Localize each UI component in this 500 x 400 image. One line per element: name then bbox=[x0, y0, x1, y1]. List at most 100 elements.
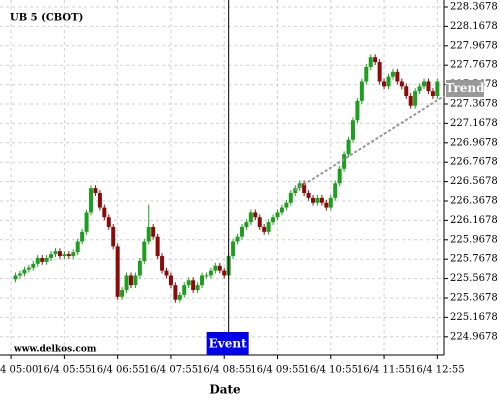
candle-body bbox=[390, 71, 395, 77]
candle-body bbox=[244, 222, 249, 227]
candle-body bbox=[426, 81, 431, 92]
candle-body bbox=[435, 81, 440, 97]
candle-body bbox=[115, 246, 120, 297]
candle-body bbox=[31, 263, 36, 268]
candle-body bbox=[49, 254, 54, 259]
candle-body bbox=[359, 81, 364, 101]
candle-body bbox=[333, 183, 338, 198]
candle-body bbox=[111, 226, 116, 247]
y-tick-label: 227.1678 bbox=[450, 118, 498, 129]
candle-body bbox=[160, 256, 165, 271]
candle-body bbox=[133, 275, 138, 286]
candle-body bbox=[137, 260, 142, 276]
candle-body bbox=[204, 275, 209, 277]
y-tick-label: 226.5678 bbox=[450, 176, 498, 187]
candle-body bbox=[302, 183, 307, 194]
y-tick-label: 226.3678 bbox=[450, 195, 498, 206]
candle-body bbox=[279, 207, 284, 213]
candle-body bbox=[128, 275, 133, 286]
candle-body bbox=[213, 265, 218, 271]
candle-body bbox=[17, 273, 22, 276]
candle-body bbox=[173, 285, 178, 300]
candle-body bbox=[386, 76, 391, 87]
candle-body bbox=[422, 81, 427, 87]
candle-body bbox=[346, 139, 351, 155]
candle-body bbox=[430, 91, 435, 97]
watermark: www.delkos.com bbox=[13, 345, 97, 355]
y-tick-label: 225.3678 bbox=[450, 292, 498, 303]
candle-body bbox=[275, 212, 280, 218]
event-label: Event bbox=[209, 337, 247, 351]
candle-body bbox=[306, 193, 311, 198]
candle-body bbox=[80, 231, 85, 242]
candle-body bbox=[62, 254, 67, 257]
candle-body bbox=[89, 188, 94, 213]
candle-body bbox=[177, 294, 182, 300]
y-tick-label: 225.7678 bbox=[450, 254, 498, 265]
candle-body bbox=[200, 275, 205, 286]
candle-body bbox=[235, 236, 240, 242]
candle-body bbox=[102, 207, 107, 218]
trend-label: Trend bbox=[445, 81, 485, 95]
candle-body bbox=[57, 251, 62, 257]
candle-body bbox=[75, 241, 80, 253]
candle-body bbox=[404, 86, 409, 97]
candle-body bbox=[22, 269, 27, 274]
candle-body bbox=[373, 57, 378, 63]
candle-body bbox=[93, 188, 98, 194]
event-badge bbox=[206, 332, 249, 355]
candle-body bbox=[262, 226, 267, 232]
y-tick-label: 224.9678 bbox=[450, 331, 498, 342]
y-tick-label: 227.3678 bbox=[450, 98, 498, 109]
trend-line bbox=[294, 95, 445, 191]
candle-body bbox=[399, 81, 404, 87]
candle-body bbox=[284, 202, 289, 208]
candle-body bbox=[239, 226, 244, 237]
candle-body bbox=[84, 212, 89, 232]
y-tick-label: 225.5678 bbox=[450, 273, 498, 284]
candle-body bbox=[319, 197, 324, 203]
candle-body bbox=[355, 100, 360, 121]
candle-body bbox=[368, 57, 373, 67]
candle-body bbox=[395, 71, 400, 82]
candle-body bbox=[146, 226, 151, 242]
x-tick-label: 16/4 12:55 bbox=[410, 365, 464, 376]
x-tick-label: 16/4 08:55 bbox=[197, 365, 251, 376]
y-tick-label: 225.9678 bbox=[450, 234, 498, 245]
candle-body bbox=[124, 275, 129, 291]
candle-body bbox=[288, 193, 293, 203]
candle-body bbox=[257, 217, 262, 227]
candle-body bbox=[35, 258, 40, 264]
candle-body bbox=[324, 202, 329, 208]
x-axis-label: Date bbox=[209, 383, 241, 397]
candle-body bbox=[248, 212, 253, 223]
candle-body bbox=[364, 66, 369, 82]
candle-body bbox=[350, 120, 355, 140]
y-tick-label: 225.1678 bbox=[450, 312, 498, 323]
candle-body bbox=[382, 81, 387, 87]
candle-body bbox=[337, 168, 342, 184]
x-tick-label: 16/4 10:55 bbox=[304, 365, 358, 376]
x-tick-label: 16/4 05:55 bbox=[37, 365, 91, 376]
candle-body bbox=[231, 241, 236, 257]
y-tick-label: 228.3678 bbox=[450, 2, 498, 13]
candle-body bbox=[217, 265, 222, 271]
candle-body bbox=[208, 270, 213, 276]
candle-body bbox=[191, 280, 196, 291]
candle-body bbox=[151, 226, 156, 237]
candle-body bbox=[253, 212, 258, 218]
x-tick-label: 16/4 06:55 bbox=[90, 365, 144, 376]
x-tick-label: 16/4 07:55 bbox=[144, 365, 198, 376]
candle-body bbox=[311, 197, 316, 203]
candle-body bbox=[66, 254, 71, 257]
candle-body bbox=[71, 252, 76, 257]
candle-body bbox=[408, 96, 413, 106]
candle-body bbox=[315, 197, 320, 203]
y-tick-label: 226.1678 bbox=[450, 215, 498, 226]
candle-body bbox=[13, 275, 18, 280]
candle-body bbox=[186, 280, 191, 286]
candle-body bbox=[417, 86, 422, 92]
y-tick-label: 226.9678 bbox=[450, 137, 498, 148]
x-tick-label: 16/4 09:55 bbox=[250, 365, 304, 376]
